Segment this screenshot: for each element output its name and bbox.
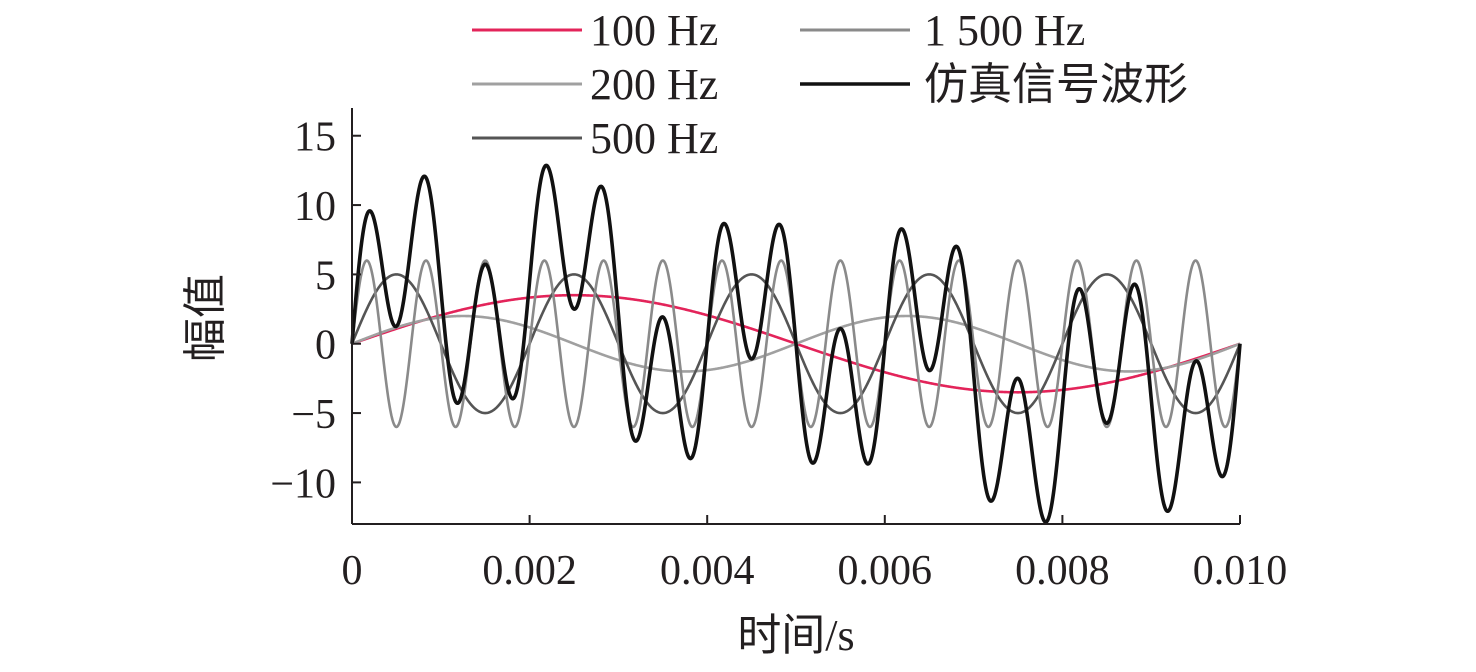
series-layer (350, 163, 1242, 524)
x-tick-label: 0.004 (660, 548, 755, 594)
x-tick-label: 0 (342, 548, 363, 594)
y-tick-label: −10 (270, 461, 336, 507)
series-line-sum (350, 163, 1242, 524)
legend-label-200hz: 200 Hz (590, 60, 718, 109)
x-axis-title: 时间/s (737, 611, 854, 660)
y-axis-title: 幅值 (181, 274, 230, 362)
legend-label-sum: 仿真信号波形 (924, 60, 1188, 109)
x-tick-label: 0.002 (482, 548, 577, 594)
y-tick-label: 0 (315, 323, 336, 369)
legend: 100 Hz 200 Hz 500 Hz 1 500 Hz 仿真信号波形 (472, 6, 1188, 163)
y-tick-label: 5 (315, 253, 336, 299)
x-tick-label: 0.008 (1015, 548, 1110, 594)
legend-label-1500hz: 1 500 Hz (924, 6, 1085, 55)
axes: 0 0.002 0.004 0.006 0.008 0.010 15 10 5 0 −5 −10 (270, 108, 1287, 594)
legend-label-100hz: 100 Hz (590, 6, 718, 55)
y-tick-label: 10 (294, 184, 336, 230)
x-tick-label: 0.006 (838, 548, 933, 594)
y-tick-label: −5 (291, 392, 336, 438)
legend-label-500hz: 500 Hz (590, 114, 718, 163)
x-tick-label: 0.010 (1193, 548, 1288, 594)
y-tick-label: 15 (294, 115, 336, 161)
